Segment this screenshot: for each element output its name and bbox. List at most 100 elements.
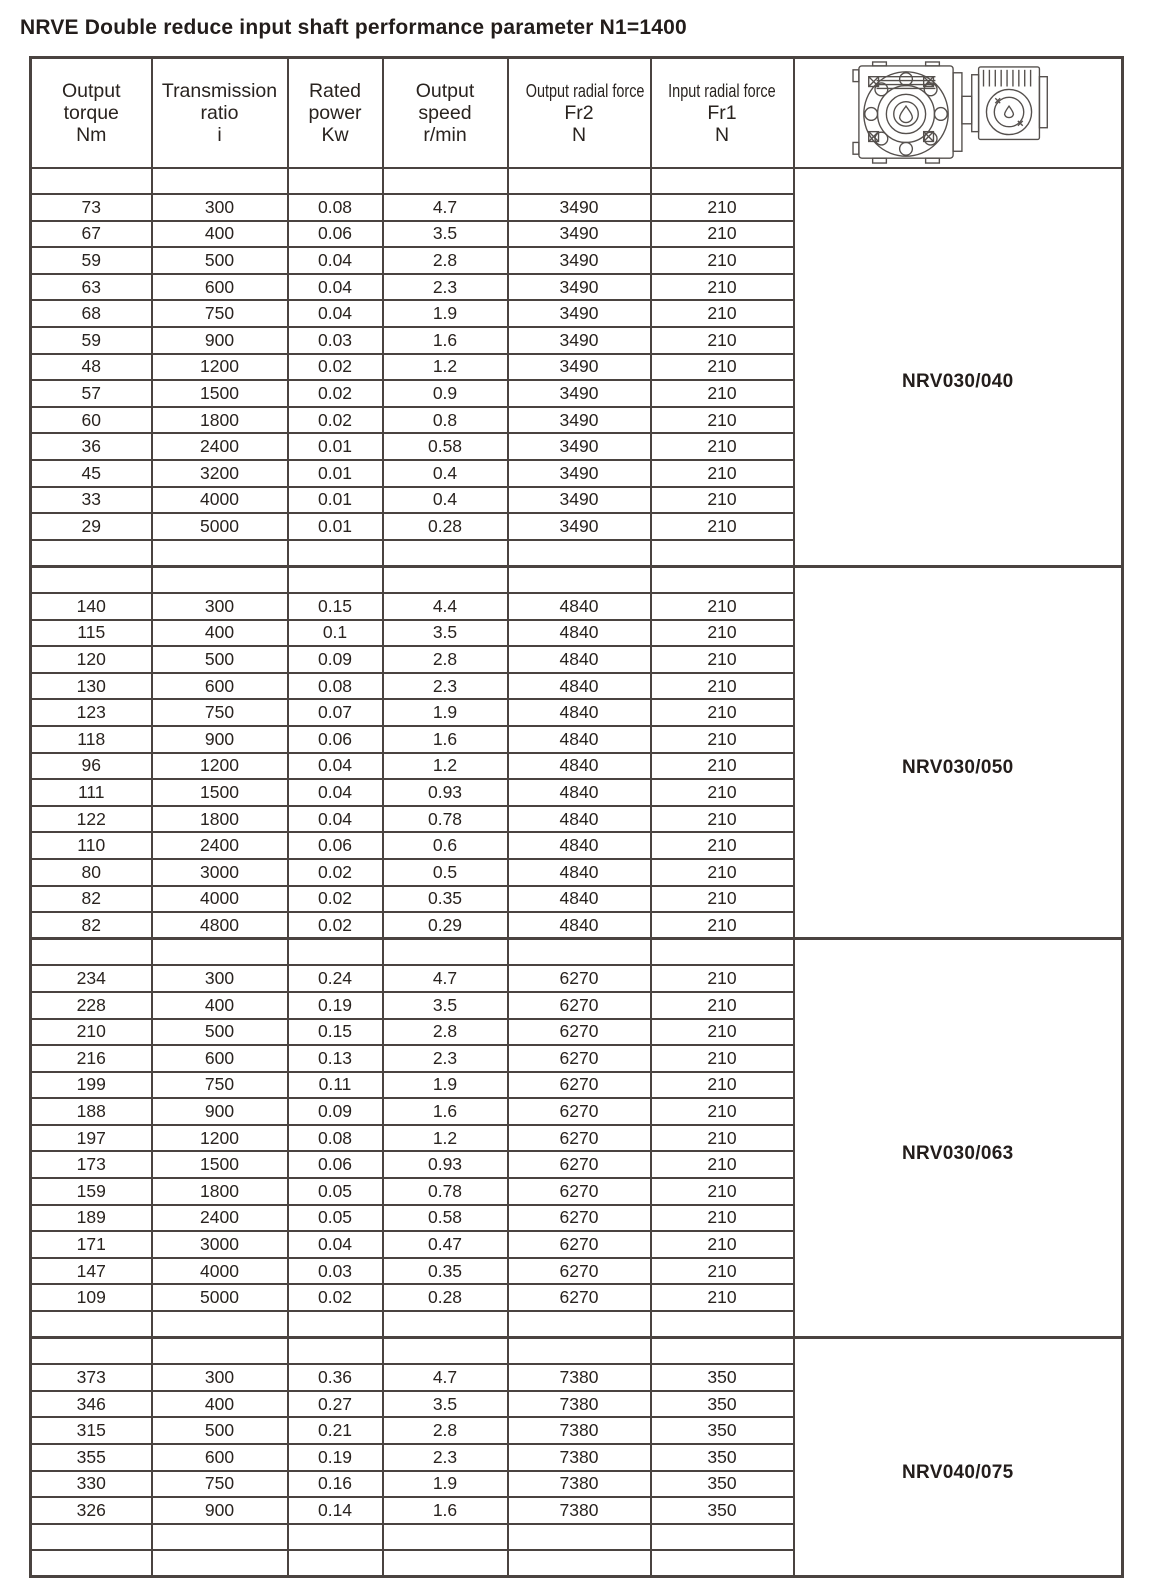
table-cell: 111 — [29, 778, 153, 807]
spacer-cell — [286, 1310, 384, 1339]
table-cell: 0.01 — [286, 432, 384, 462]
table-cell: 59 — [29, 326, 153, 355]
table-cell: 210 — [649, 804, 795, 834]
table-cell: 210 — [649, 618, 795, 648]
header-line: N — [714, 123, 730, 146]
table-row: 111 1500 0.04 0.93 4840 210 — [29, 778, 1123, 807]
table-cell: 3490 — [506, 326, 652, 355]
table-cell: 210 — [649, 352, 795, 382]
table-cell: 350 — [649, 1469, 795, 1499]
gearbox-drawing-icon — [852, 61, 1048, 164]
table-cell: 3200 — [150, 459, 289, 488]
table-cell: 1500 — [150, 1150, 289, 1180]
table-cell: 6270 — [506, 990, 652, 1020]
table-cell: 122 — [29, 804, 153, 834]
header-line: Rated — [308, 79, 362, 102]
spacer-cell — [649, 538, 795, 568]
table-cell: 315 — [29, 1416, 153, 1445]
spacer-row: NRV030/050 — [29, 564, 1124, 940]
table-cell: 2.3 — [381, 1044, 509, 1073]
spacer-cell — [381, 564, 509, 594]
table-cell: 48 — [29, 352, 153, 382]
table-cell: 3490 — [506, 352, 652, 382]
table-row: 216 600 0.13 2.3 6270 210 — [29, 1044, 1123, 1073]
model-label: NRV030/050 — [902, 757, 1014, 779]
spacer-cell — [649, 1522, 795, 1552]
table-cell: 210 — [649, 405, 795, 435]
table-row: 355 600 0.19 2.3 7380 350 — [29, 1443, 1123, 1472]
table-cell: 4840 — [506, 724, 652, 754]
table-cell: 0.13 — [286, 1044, 384, 1073]
table-cell: 1.6 — [381, 1496, 509, 1525]
spacer-cell — [29, 937, 153, 967]
table-row: 59 500 0.04 2.8 3490 210 — [29, 246, 1123, 275]
spacer-cell — [506, 1336, 652, 1366]
table-cell: 0.04 — [286, 1230, 384, 1259]
table-cell: 210 — [649, 1203, 795, 1233]
header-line: Output — [61, 79, 121, 102]
spacer-cell — [381, 538, 509, 568]
spacer-cell — [150, 1549, 289, 1578]
table-cell: 0.29 — [381, 911, 509, 940]
table-row: 147 4000 0.03 0.35 6270 210 — [29, 1256, 1123, 1286]
table-cell: 0.08 — [286, 1123, 384, 1153]
table-cell: 500 — [150, 645, 289, 674]
table-cell: 0.04 — [286, 778, 384, 807]
table-cell: 0.06 — [286, 219, 384, 249]
table-cell: 110 — [29, 831, 153, 860]
table-cell: 210 — [649, 1070, 795, 1100]
table-cell: 4800 — [150, 911, 289, 940]
spacer-cell — [286, 1549, 384, 1578]
table-cell: 0.21 — [286, 1416, 384, 1445]
spacer-cell — [29, 1549, 153, 1578]
spacer-cell — [29, 538, 153, 568]
table-cell: 1800 — [150, 1177, 289, 1206]
table-cell: 147 — [29, 1256, 153, 1286]
table-cell: 0.02 — [286, 405, 384, 435]
table-cell: 0.4 — [381, 459, 509, 488]
table-cell: 210 — [649, 512, 795, 541]
spacer-cell — [150, 1310, 289, 1339]
spacer-cell — [381, 1522, 509, 1552]
table-cell: 3490 — [506, 219, 652, 249]
table-cell: 3490 — [506, 379, 652, 408]
table-cell: 4840 — [506, 911, 652, 940]
table-row: 48 1200 0.02 1.2 3490 210 — [29, 352, 1123, 382]
table-cell: 1.2 — [381, 751, 509, 781]
table-cell: 2400 — [150, 831, 289, 860]
table-cell: 7380 — [506, 1496, 652, 1525]
table-cell: 900 — [150, 326, 289, 355]
table-cell: 300 — [150, 592, 289, 621]
table-cell: 7380 — [506, 1416, 652, 1445]
table-cell: 4000 — [150, 884, 289, 914]
table-cell: 1800 — [150, 405, 289, 435]
table-cell: 0.02 — [286, 379, 384, 408]
table-row: 82 4800 0.02 0.29 4840 210 — [29, 911, 1123, 940]
header-line: ratio — [200, 101, 239, 124]
table-row: 123 750 0.07 1.9 4840 210 — [29, 698, 1123, 727]
spacer-cell — [506, 166, 652, 196]
table-cell: 900 — [150, 1097, 289, 1126]
table-cell: 210 — [649, 1044, 795, 1073]
table-cell: 900 — [150, 724, 289, 754]
table-cell: 7380 — [506, 1469, 652, 1499]
table-cell: 600 — [150, 671, 289, 701]
table-row: 228 400 0.19 3.5 6270 210 — [29, 990, 1123, 1020]
spacer-cell — [506, 538, 652, 568]
table-cell: 63 — [29, 272, 153, 302]
table-row: 36 2400 0.01 0.58 3490 210 — [29, 432, 1123, 462]
table-cell: 0.09 — [286, 1097, 384, 1126]
table-cell: 0.11 — [286, 1070, 384, 1100]
table-cell: 73 — [29, 193, 153, 222]
table-cell: 0.8 — [381, 405, 509, 435]
table-cell: 3490 — [506, 299, 652, 329]
spacer-cell — [150, 1522, 289, 1552]
table-cell: 6270 — [506, 1044, 652, 1073]
spacer-cell — [29, 1310, 153, 1339]
table-row: 140 300 0.15 4.4 4840 210 — [29, 592, 1123, 621]
table-cell: 210 — [649, 1230, 795, 1259]
table-cell: 210 — [649, 698, 795, 727]
table-cell: 7380 — [506, 1363, 652, 1392]
spacer-row: NRV030/040 — [29, 166, 1124, 568]
model-label: NRV030/040 — [902, 371, 1014, 393]
